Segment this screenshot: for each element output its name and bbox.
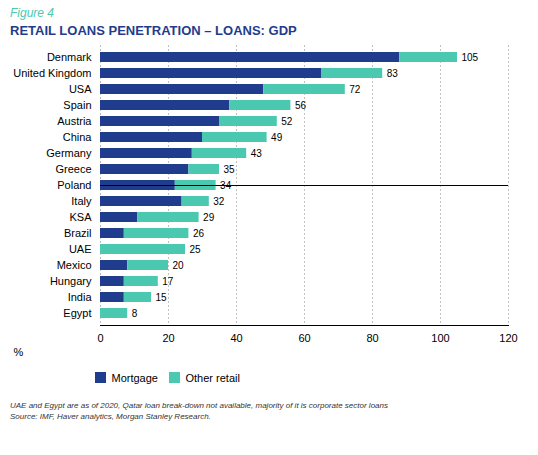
- svg-text:20: 20: [173, 260, 185, 271]
- html-text:Source: IMF, Haver analytics,: Source: IMF, Haver analytics, Morgan Sta…: [10, 411, 211, 421]
- html-text:UAE and Egypt are as of 2020,: UAE and Egypt are as of 2020, Qatar loan…: [10, 400, 388, 410]
- svg-text:83: 83: [387, 68, 399, 79]
- svg-text:United Kingdom: United Kingdom: [13, 67, 91, 79]
- svg-text:43: 43: [251, 148, 263, 159]
- svg-text:29: 29: [203, 212, 215, 223]
- svg-text:56: 56: [295, 100, 307, 111]
- svg-text:100: 100: [431, 332, 449, 344]
- svg-text:Denmark: Denmark: [47, 51, 92, 63]
- svg-text:72: 72: [349, 84, 361, 95]
- svg-text:40: 40: [230, 332, 242, 344]
- svg-text:120: 120: [499, 332, 517, 344]
- svg-text:Spain: Spain: [63, 99, 91, 111]
- svg-text:Egypt: Egypt: [63, 307, 91, 319]
- html-text:RETAIL LOANS PENETRATION – LOA: RETAIL LOANS PENETRATION – LOANS: GDP: [10, 23, 297, 38]
- svg-text:Austria: Austria: [57, 115, 92, 127]
- svg-text:Greece: Greece: [55, 163, 91, 175]
- svg-text:China: China: [63, 131, 93, 143]
- svg-text:49: 49: [271, 132, 283, 143]
- svg-text:0: 0: [97, 332, 103, 344]
- svg-text:17: 17: [162, 276, 174, 287]
- html-text:Mortgage: Mortgage: [111, 371, 158, 384]
- html-text:Other retail: Other retail: [185, 371, 240, 384]
- svg-text:KSA: KSA: [69, 211, 92, 223]
- svg-text:15: 15: [156, 292, 168, 303]
- svg-text:USA: USA: [69, 83, 92, 95]
- svg-text:35: 35: [224, 164, 236, 175]
- svg-text:Poland: Poland: [57, 179, 91, 191]
- svg-text:UAE: UAE: [69, 243, 92, 255]
- svg-text:32: 32: [213, 196, 225, 207]
- svg-text:%: %: [14, 346, 24, 358]
- svg-text:Hungary: Hungary: [50, 275, 92, 287]
- svg-text:8: 8: [132, 308, 138, 319]
- svg-text:Brazil: Brazil: [64, 227, 92, 239]
- svg-text:34: 34: [220, 179, 232, 191]
- svg-text:52: 52: [281, 116, 293, 127]
- svg-text:105: 105: [462, 52, 479, 63]
- svg-text:25: 25: [190, 244, 202, 255]
- html-text:Figure 4: Figure 4: [10, 6, 54, 20]
- svg-text:Italy: Italy: [71, 195, 92, 207]
- svg-text:80: 80: [366, 332, 378, 344]
- svg-text:26: 26: [193, 228, 205, 239]
- svg-text:India: India: [68, 291, 93, 303]
- svg-text:Mexico: Mexico: [57, 259, 92, 271]
- svg-text:60: 60: [298, 332, 310, 344]
- svg-text:Germany: Germany: [46, 147, 92, 159]
- svg-text:20: 20: [162, 332, 174, 344]
